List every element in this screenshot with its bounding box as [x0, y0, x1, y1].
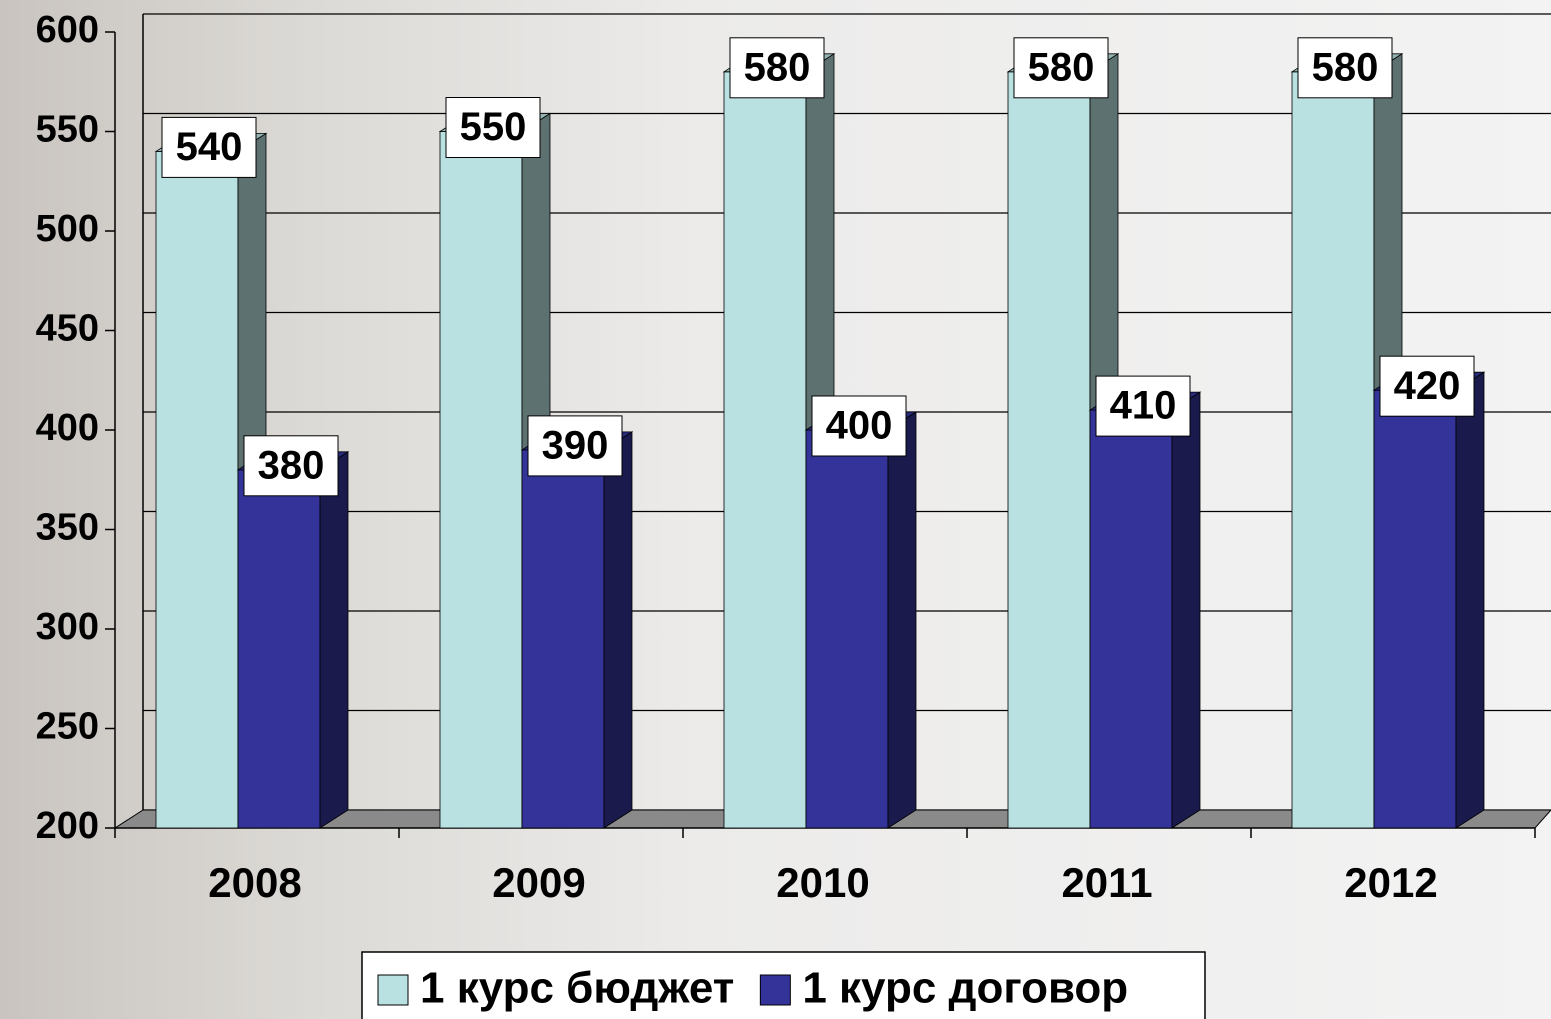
value-label: 580 [1312, 45, 1379, 89]
bar-front [1008, 72, 1090, 828]
y-tick-label: 250 [36, 706, 99, 748]
bar [238, 452, 348, 828]
legend-marker [378, 975, 408, 1005]
value-label: 410 [1110, 384, 1177, 428]
bar-front [806, 430, 888, 828]
chart: 200 250 300 350 400 450 500 550 600 2008 2009 2010 2… [0, 0, 1551, 1019]
bar-side [1172, 392, 1200, 828]
bar-side [888, 412, 916, 828]
bar-front [1374, 390, 1456, 828]
y-tick-label: 200 [36, 805, 99, 847]
bar-front [1292, 72, 1374, 828]
x-tick-label: 2009 [492, 859, 585, 906]
y-tick-label: 450 [36, 308, 99, 350]
bar-front [1090, 410, 1172, 828]
bar-side [1456, 372, 1484, 828]
bar-front [440, 132, 522, 829]
y-tick-label: 550 [36, 109, 99, 151]
x-tick-label: 2010 [776, 859, 869, 906]
y-tick-label: 600 [36, 9, 99, 51]
y-tick-label: 300 [36, 606, 99, 648]
x-tick-label: 2011 [1061, 859, 1152, 906]
y-tick-label: 500 [36, 208, 99, 250]
bar [1090, 392, 1200, 828]
value-label: 540 [176, 125, 243, 169]
x-tick-label: 2012 [1344, 859, 1437, 906]
page: {"chart_data": {"type": "bar3d", "catego… [0, 0, 1551, 1019]
x-tick-label: 2008 [208, 859, 301, 906]
y-tick-label: 350 [36, 507, 99, 549]
bar-side [604, 432, 632, 828]
bar-front [724, 72, 806, 828]
bar [522, 432, 632, 828]
legend-marker [760, 975, 790, 1005]
value-label: 550 [460, 105, 527, 149]
bar-front [156, 151, 238, 828]
value-label: 580 [1028, 45, 1095, 89]
legend-label: 1 курс договор [802, 964, 1128, 1013]
y-tick-label: 400 [36, 407, 99, 449]
bar [806, 412, 916, 828]
value-label: 580 [744, 45, 811, 89]
value-label: 380 [258, 443, 325, 487]
value-label: 390 [542, 423, 609, 467]
value-label: 400 [826, 404, 893, 448]
bar-front [522, 450, 604, 828]
legend-label: 1 курс бюджет [420, 964, 734, 1013]
bar-side [320, 452, 348, 828]
bar [1374, 372, 1484, 828]
bar-front [238, 470, 320, 828]
value-label: 420 [1394, 364, 1461, 408]
